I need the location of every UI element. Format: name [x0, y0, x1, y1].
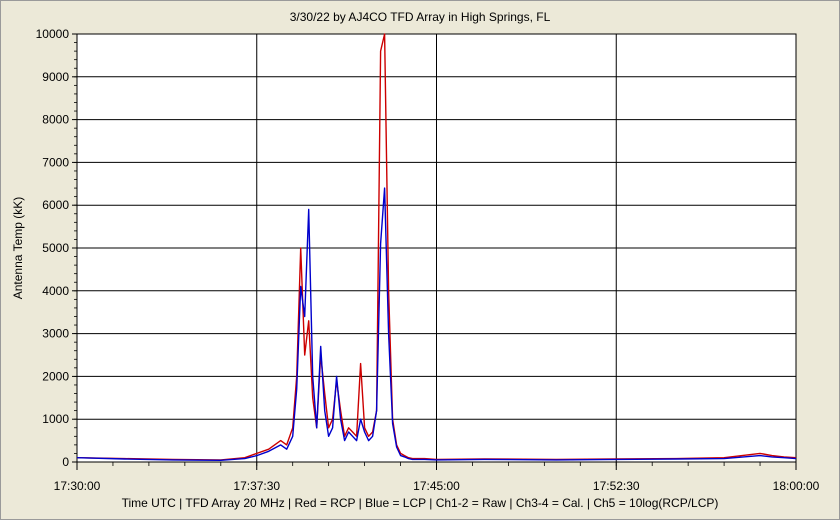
y-tick-label: 6000: [42, 198, 69, 212]
series-lcp-line: [76, 187, 797, 461]
y-tick-label: 9000: [42, 70, 69, 84]
y-tick-label: 1000: [42, 412, 69, 426]
y-tick-label: 3000: [42, 327, 69, 341]
y-tick-label: 2000: [42, 369, 69, 383]
x-tick-label: 18:00:00: [773, 479, 820, 493]
y-tick-label: 5000: [42, 241, 69, 255]
x-tick-label: 17:37:30: [233, 479, 280, 493]
chart-title: 3/30/22 by AJ4CO TFD Array in High Sprin…: [289, 10, 551, 24]
x-tick-label: 17:45:00: [413, 479, 460, 493]
x-tick-label: 17:30:00: [54, 479, 101, 493]
x-tick-label: 17:52:30: [593, 479, 640, 493]
chart-footer: Time UTC | TFD Array 20 MHz | Red = RCP …: [121, 496, 719, 510]
y-tick-label: 8000: [42, 113, 69, 127]
y-tick-label: 7000: [42, 155, 69, 169]
y-tick-label: 10000: [36, 27, 70, 41]
y-tick-label: 0: [62, 455, 69, 469]
y-tick-label: 4000: [42, 284, 69, 298]
